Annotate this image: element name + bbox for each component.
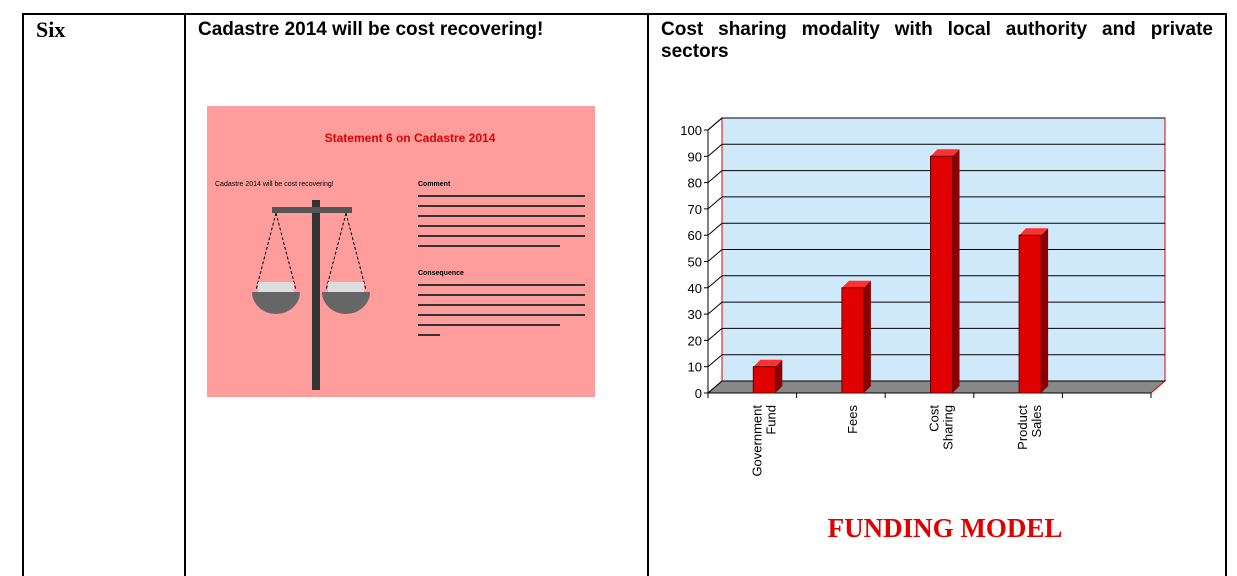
- slide-text: Comment: [418, 181, 451, 188]
- y-tick-label: 100: [680, 123, 702, 138]
- y-tick-label: 80: [688, 176, 702, 191]
- page: Six Cadastre 2014 will be cost recoverin…: [0, 0, 1237, 576]
- x-tick-label: GovernmentFund: [749, 405, 778, 477]
- y-tick-label: 20: [688, 333, 702, 348]
- slide-text: Consequence: [418, 270, 464, 277]
- y-tick-label: 50: [688, 255, 702, 270]
- x-tick-label: CostSharing: [927, 405, 956, 450]
- slide: [207, 106, 595, 397]
- y-tick-label: 90: [688, 149, 702, 164]
- bar: [842, 288, 864, 393]
- bar: [931, 156, 953, 393]
- grid-line: [708, 276, 722, 288]
- slide-title: Statement 6 on Cadastre 2014: [325, 131, 496, 145]
- y-tick-label: 60: [688, 228, 702, 243]
- bar-side: [953, 149, 960, 393]
- y-tick-label: 70: [688, 202, 702, 217]
- figures: Statement 6 on Cadastre 2014 Cadastre 20…: [0, 0, 1237, 576]
- bar: [1019, 235, 1041, 393]
- y-tick-label: 10: [688, 360, 702, 375]
- slide-text: Cadastre 2014 will be cost recovering!: [215, 181, 334, 188]
- grid-line: [708, 197, 722, 209]
- grid-line: [708, 355, 722, 367]
- grid-line: [708, 223, 722, 235]
- x-tick-label: ProductSales: [1015, 405, 1044, 450]
- bar-side: [1041, 228, 1048, 393]
- grid-line: [708, 144, 722, 156]
- grid-line: [708, 171, 722, 183]
- bar-side: [864, 281, 871, 393]
- grid-line: [708, 302, 722, 314]
- grid-line: [708, 250, 722, 262]
- y-tick-label: 30: [688, 307, 702, 322]
- grid-line: [708, 118, 722, 130]
- y-tick-label: 0: [695, 386, 702, 401]
- chart-title: FUNDING MODEL: [828, 513, 1063, 543]
- y-tick-label: 40: [688, 281, 702, 296]
- grid-line: [708, 328, 722, 340]
- bar: [753, 367, 775, 393]
- x-tick-label: Fees: [845, 405, 860, 434]
